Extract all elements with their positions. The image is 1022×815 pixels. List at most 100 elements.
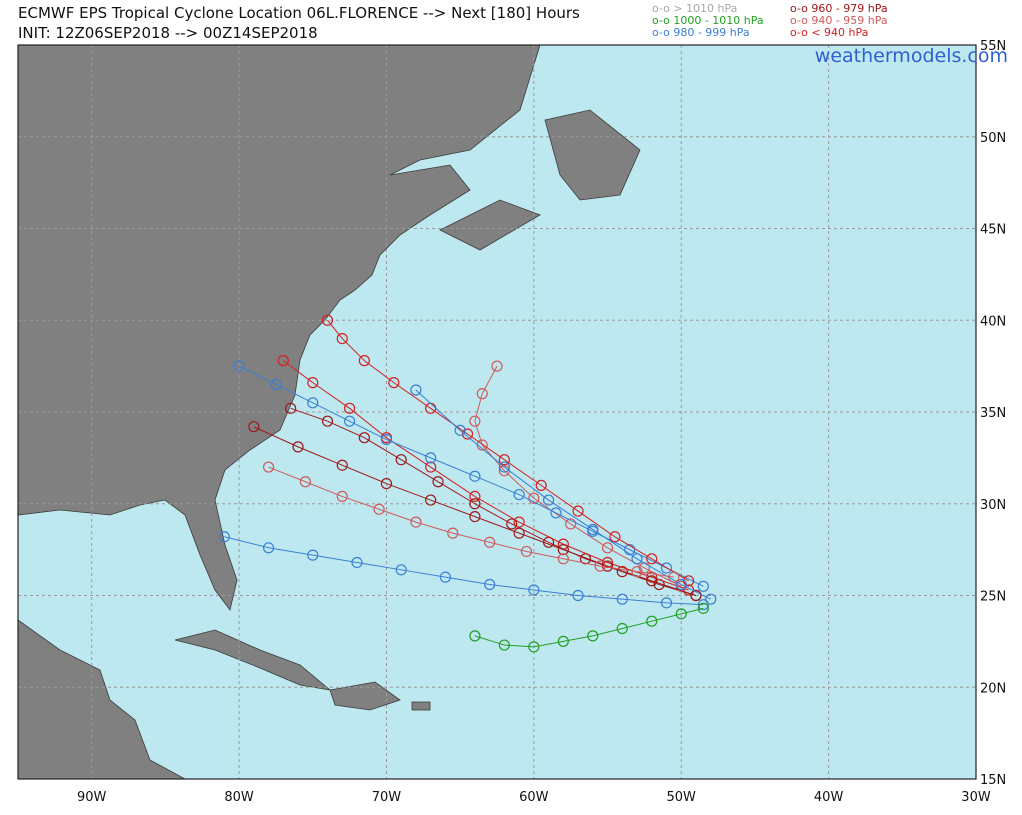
track-point [668, 571, 680, 583]
track-point [469, 415, 481, 427]
track-point [388, 377, 400, 389]
track-point [616, 566, 628, 578]
track-point [321, 314, 334, 326]
tracks [218, 314, 717, 653]
lat-tick-label: 15N [980, 773, 1006, 788]
track-point [469, 630, 481, 642]
track-point [498, 639, 510, 651]
track-point [646, 615, 658, 627]
track-point [587, 523, 599, 536]
lon-tick-label: 60W [519, 790, 549, 805]
track-point [469, 498, 481, 510]
track-point [469, 490, 481, 503]
track-point [491, 360, 503, 372]
track-point [425, 494, 437, 506]
track-point [277, 355, 289, 367]
legend-entry: o-o 980 - 999 hPa [652, 26, 750, 39]
track-point [616, 622, 628, 635]
land [17, 44, 641, 780]
lon-tick-label: 30W [961, 790, 991, 805]
track-point [484, 536, 496, 548]
track-point [697, 599, 709, 611]
track-point [344, 402, 356, 414]
track-point [351, 556, 363, 569]
lat-tick-label: 50N [980, 131, 1006, 146]
track-point [557, 635, 569, 647]
track-point [484, 578, 496, 591]
track-point [506, 518, 518, 530]
track-point [690, 589, 702, 602]
track-point [469, 510, 481, 523]
track-point [557, 544, 569, 556]
track-point [697, 580, 709, 592]
track-point [454, 424, 466, 436]
track-point [616, 593, 628, 605]
track-point [425, 452, 437, 464]
track-point [218, 531, 230, 543]
track-point [358, 355, 370, 367]
track-point [344, 415, 356, 427]
track-line [282, 360, 689, 591]
watermark: weathermodels.com [815, 45, 1008, 67]
track-point [535, 479, 547, 491]
track-point [461, 428, 474, 440]
lat-tick-label: 35N [980, 406, 1006, 421]
track-point [587, 630, 599, 642]
track-line [474, 607, 704, 648]
track-point [520, 545, 533, 558]
legend-entry: o-o 1000 - 1010 hPa [652, 14, 764, 27]
track-point [292, 441, 304, 453]
track-point [395, 454, 407, 466]
track-point [697, 602, 709, 614]
track-point [542, 494, 555, 506]
track-line [253, 426, 697, 596]
track-point [594, 560, 606, 572]
track-point [646, 575, 658, 587]
track-point [557, 553, 569, 565]
track-point [572, 505, 584, 517]
track-point [262, 542, 275, 554]
track-point [528, 584, 540, 596]
lon-tick-label: 70W [372, 790, 402, 805]
lat-tick-label: 45N [980, 223, 1006, 238]
track-point [682, 575, 695, 587]
track-point [513, 527, 525, 539]
track-point [447, 527, 459, 539]
track-line [415, 389, 711, 600]
track-point [513, 516, 525, 528]
track-point [631, 566, 643, 578]
lat-tick-label: 20N [980, 681, 1006, 696]
track-point [410, 516, 422, 528]
track-point [358, 432, 370, 444]
legend-entry: o-o 940 - 959 hPa [790, 14, 888, 27]
legend-entry: o-o 960 - 979 hPa [790, 2, 888, 15]
lat-tick-label: 25N [980, 590, 1006, 605]
track-point [660, 597, 673, 609]
track-point [270, 378, 282, 391]
track-point [631, 553, 643, 565]
track-point [380, 433, 393, 446]
track-point [425, 461, 437, 473]
frame [17, 44, 977, 780]
track-point [498, 461, 510, 473]
track-point [307, 377, 319, 389]
track-point [565, 518, 577, 530]
track-point [513, 488, 525, 501]
track-point [675, 578, 687, 591]
track-point [248, 421, 260, 433]
track-line [238, 365, 704, 587]
track-point [528, 641, 540, 653]
track-point [528, 492, 540, 504]
track-point [675, 608, 687, 620]
track-point [476, 388, 488, 400]
track-point [660, 562, 673, 574]
lat-tick-label: 30N [980, 498, 1006, 513]
track-point [705, 593, 717, 605]
legend-entry: o-o > 1010 hPa [652, 2, 737, 15]
lon-tick-label: 40W [814, 790, 844, 805]
track-point [432, 476, 444, 488]
track-point [439, 571, 452, 583]
track-line [290, 407, 697, 596]
track-point [336, 459, 348, 471]
track-point [262, 461, 275, 473]
